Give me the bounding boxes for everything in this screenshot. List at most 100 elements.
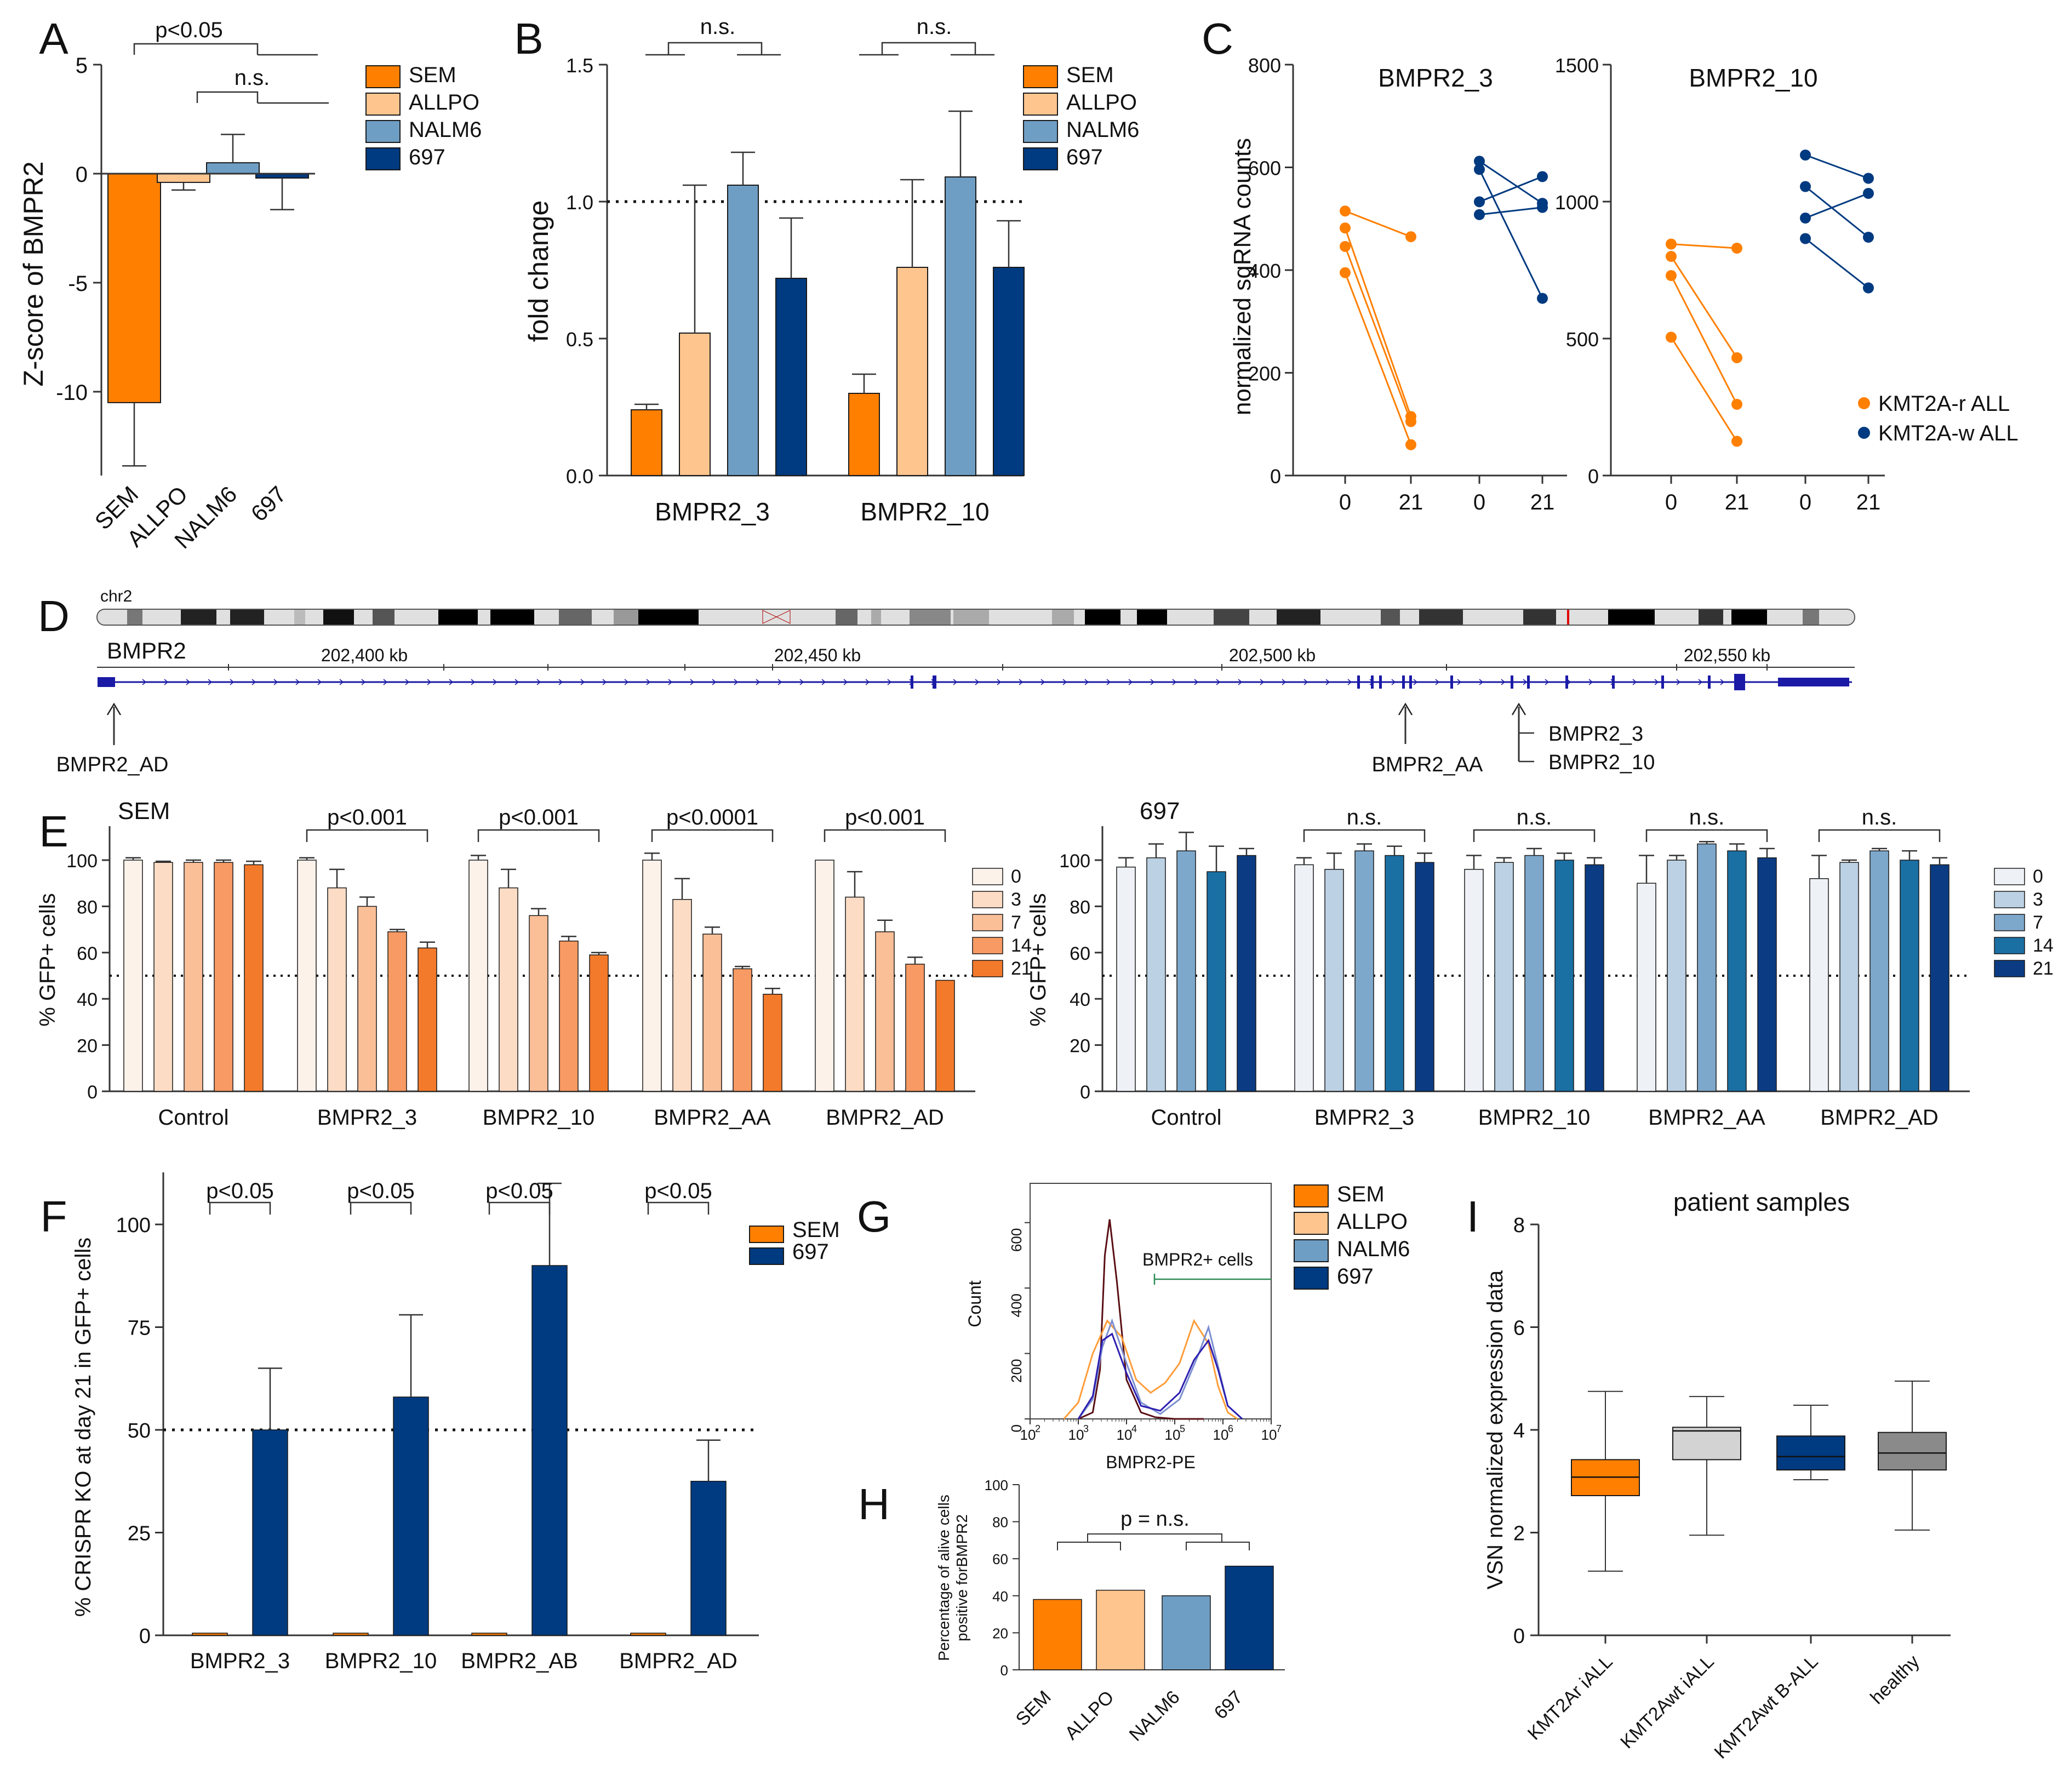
panelE-SEM-bracket <box>306 829 428 842</box>
panelA-ylabel: Z-score of BMPR2 <box>18 161 49 386</box>
panelG-legend-label-2: NALM6 <box>1337 1237 1410 1261</box>
panelG-histogram-NALM6 <box>1077 1318 1243 1420</box>
panelD-exon <box>933 675 936 689</box>
panelG-xlabel: BMPR2-PE <box>1106 1452 1196 1472</box>
panelH-ytick-label: 60 <box>992 1551 1008 1567</box>
panelE-group-label: BMPR2_AD <box>1820 1106 1939 1130</box>
panelA-bar-NALM6 <box>206 162 260 175</box>
panelF-bar-SEM-BMPR2_3 <box>192 1633 228 1636</box>
panelD-sgrna-arrowhead <box>106 702 122 715</box>
panelB-ns: n.s. <box>917 15 952 39</box>
panelG-ytick-label: 400 <box>1008 1293 1025 1317</box>
panelC-line-kmt2a-r <box>1671 243 1737 249</box>
panelG-xtick-label: 10 <box>1117 1427 1133 1443</box>
panel-letter-E: E <box>39 807 68 856</box>
panelC-point-kmt2a-r <box>1666 270 1677 281</box>
panelE-pvalue: p<0.0001 <box>666 805 758 829</box>
panelI-box-KMT2Awt iALL <box>1672 1427 1741 1461</box>
panelE-ytick-label: 60 <box>77 943 98 964</box>
panelE-subplot-title: 697 <box>1140 798 1180 825</box>
panelD-strand-arrow <box>997 679 1002 685</box>
panelE-bar-SEM-BMPR2_AD-day0 <box>815 860 834 1092</box>
panelD-band <box>1523 610 1556 625</box>
panelE-bar-697-Control-day7 <box>1176 850 1196 1092</box>
panelE-legend-label: 21 <box>1011 958 1032 979</box>
panelG-legend-label-3: 697 <box>1337 1264 1374 1289</box>
panelH-ylabel-2: positive forBMPR2 <box>953 1514 970 1641</box>
panelI-xtick-label: KMT2Awt iALL <box>1616 1651 1718 1753</box>
panelA-legend-label-2: NALM6 <box>409 118 482 142</box>
panel-letter-B: B <box>514 14 543 63</box>
panelE-ytick-label: 0 <box>1080 1082 1090 1103</box>
panel-letter-I: I <box>1467 1192 1479 1241</box>
panelC-line-kmt2a-w <box>1805 154 1869 179</box>
panelA-legend-swatch-2 <box>365 120 401 143</box>
panelD-band <box>638 610 699 625</box>
panelG-histogram-dark <box>1078 1219 1204 1420</box>
panelA-ytick-label: 5 <box>76 54 88 78</box>
panelE-legend-label: 14 <box>1011 935 1032 956</box>
panelG-legend-label-1: ALLPO <box>1337 1210 1408 1234</box>
panelF-group-label: BMPR2_3 <box>190 1649 290 1673</box>
panelF-ytick-label: 100 <box>116 1214 151 1237</box>
panelE-pvalue: p<0.001 <box>327 805 407 829</box>
panelG-ylabel: Count <box>965 1280 985 1327</box>
panelD-band <box>559 610 592 625</box>
panelC-point-kmt2a-w <box>1474 156 1485 167</box>
panelD-band <box>1419 610 1463 625</box>
panelD-strand-arrow <box>1019 679 1024 685</box>
panelE-bar-697-Control-day3 <box>1146 857 1166 1092</box>
panelD-band <box>181 610 216 625</box>
panelC-line-kmt2a-w <box>1805 192 1869 219</box>
panelE-bar-SEM-BMPR2_3-day21 <box>418 947 437 1092</box>
panelI-ytick-label: 8 <box>1513 1214 1525 1237</box>
panelD-band <box>294 610 305 625</box>
panelF-bar-SEM-BMPR2_AD <box>630 1633 666 1636</box>
panelE-ytick-label: 60 <box>1070 943 1090 964</box>
panelB-bar-SEM-BMPR2_10 <box>848 393 880 476</box>
panelE-bar-697-BMPR2_3-day7 <box>1354 850 1374 1092</box>
panelC-point-kmt2a-r <box>1666 331 1677 343</box>
panelE-bar-SEM-BMPR2_AA-day21 <box>763 994 782 1092</box>
panelD-exon <box>1450 675 1453 689</box>
panelE-legend-label: 14 <box>2033 935 2054 956</box>
panelC-xtick-label: 0 <box>1665 490 1677 514</box>
panelG-xtick-exponent: 4 <box>1131 1423 1137 1434</box>
panelD-strand-arrow <box>777 679 782 685</box>
panelD-strand-arrow <box>975 679 980 685</box>
panelE-legend-swatch <box>972 868 1003 885</box>
panelD-band <box>836 610 857 625</box>
panelD-strand-arrow <box>405 679 410 685</box>
panelB-bar-SEM-BMPR2_3 <box>631 409 662 476</box>
panelD-band <box>1052 610 1074 625</box>
panelD-band <box>1277 610 1320 625</box>
panelH-xtick-label: NALM6 <box>1125 1687 1184 1745</box>
panelE-legend-label: 3 <box>1011 889 1021 910</box>
panelC-point-kmt2a-w <box>1863 188 1874 199</box>
panelH-ytick-label: 0 <box>1000 1662 1008 1679</box>
panelB-bar-NALM6-BMPR2_10 <box>945 176 976 476</box>
panelA-legend-label-3: 697 <box>409 145 445 169</box>
panelE-legend-swatch <box>972 937 1003 954</box>
panelC-xtick-label: 21 <box>1530 490 1555 514</box>
panelG-xtick-exponent: 5 <box>1180 1423 1185 1434</box>
panelE-group-label: Control <box>158 1106 229 1130</box>
panelB-bar-NALM6-BMPR2_3 <box>727 185 759 476</box>
panelB-bar-ALLPO-BMPR2_10 <box>896 267 928 476</box>
panelD-strand-arrow <box>449 679 454 685</box>
panelE-legend-label: 21 <box>2033 958 2054 979</box>
panelD-exon-utr <box>1778 678 1849 686</box>
panelF-legend-swatch-1 <box>749 1247 784 1265</box>
panelE-legend-swatch <box>1994 868 2025 885</box>
panelB-ytick-label: 0.5 <box>566 328 593 351</box>
panelH-ytick-label: 20 <box>992 1625 1008 1641</box>
panelH-xtick-label: 697 <box>1210 1687 1247 1724</box>
panelE-697-bracket <box>1818 829 1941 842</box>
panelE-ytick-label: 0 <box>87 1082 98 1103</box>
panelF-bar-697-BMPR2_AB <box>531 1265 568 1636</box>
panelD-sgrna-arrowhead <box>1398 702 1413 715</box>
panelC-point-kmt2a-r <box>1666 251 1677 262</box>
panelH-xtick-label: ALLPO <box>1061 1687 1118 1744</box>
panelE-legend-swatch <box>1994 891 2025 908</box>
panelD-strand-arrow <box>1501 679 1506 685</box>
